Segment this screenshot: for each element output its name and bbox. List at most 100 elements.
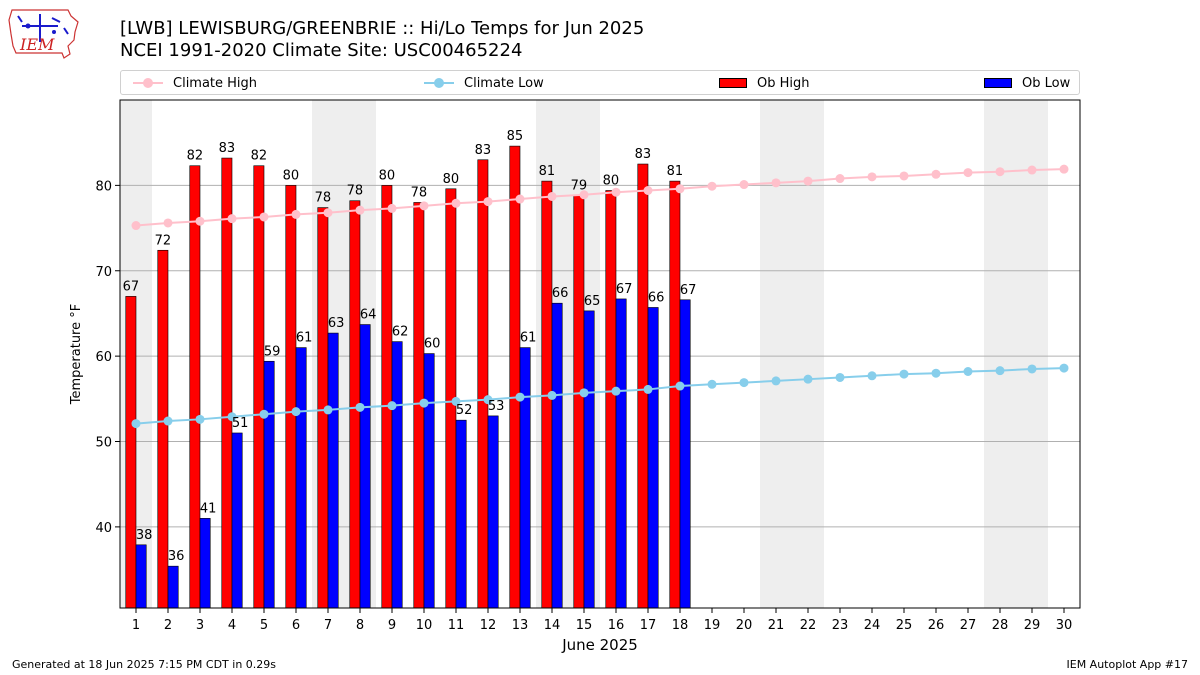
ob-high-bar: [669, 180, 681, 609]
climate-high-point: [867, 172, 877, 182]
legend-climate-high-label: Climate High: [173, 75, 258, 91]
climate-low-point: [643, 384, 653, 394]
x-tick-label: 11: [448, 618, 465, 633]
climate-low-point: [931, 368, 941, 378]
ob-high-bar: [509, 145, 521, 609]
y-tick-label: 60: [95, 350, 112, 365]
weekend-band: [984, 100, 1048, 608]
x-tick-label: 25: [896, 618, 913, 633]
y-tick-label: 80: [95, 179, 112, 194]
climate-high-point: [355, 205, 365, 215]
ob-low-bar: [455, 419, 467, 609]
climate-low-point: [867, 371, 877, 381]
x-tick-label: 22: [800, 618, 817, 633]
x-tick-label: 27: [960, 618, 977, 633]
climate-high-point: [1059, 164, 1069, 174]
x-tick-label: 18: [672, 618, 689, 633]
x-tick-label: 14: [544, 618, 561, 633]
ob-high-swatch: [719, 78, 747, 88]
climate-high-point: [963, 168, 973, 178]
climate-low-point: [131, 419, 141, 429]
ob-low-bar: [295, 347, 307, 609]
climate-low-point: [387, 401, 397, 411]
ob-low-bar: [327, 332, 339, 609]
ob-low-bar: [359, 324, 371, 609]
ob-high-label: 80: [443, 172, 460, 187]
y-tick-label: 40: [95, 521, 112, 536]
climate-high-point: [835, 174, 845, 184]
ob-low-bar: [615, 298, 627, 609]
ob-high-bar: [221, 157, 233, 609]
y-tick-label: 50: [95, 436, 112, 451]
ob-high-bar: [605, 190, 617, 609]
ob-low-bar: [647, 307, 659, 609]
x-axis-label: June 2025: [561, 636, 638, 654]
climate-high-point: [995, 167, 1005, 177]
weather-station-icon: [17, 14, 69, 42]
x-tick-label: 4: [228, 618, 236, 633]
ob-low-bar: [423, 353, 435, 609]
x-tick-label: 29: [1024, 618, 1041, 633]
ob-high-label: 78: [411, 185, 428, 200]
climate-high-point: [899, 171, 909, 181]
climate-high-point: [227, 214, 237, 224]
ob-high-label: 85: [507, 129, 524, 144]
ob-low-label: 41: [200, 501, 217, 516]
x-tick-label: 7: [324, 618, 332, 633]
x-tick-label: 26: [928, 618, 945, 633]
climate-low-point: [1059, 363, 1069, 373]
x-tick-label: 1: [132, 618, 140, 633]
legend-ob-low: Ob Low: [984, 75, 1070, 91]
x-tick-label: 9: [388, 618, 396, 633]
climate-low-point: [515, 392, 525, 402]
climate-high-point: [803, 176, 813, 186]
climate-low-point: [899, 369, 909, 379]
climate-high-point: [739, 180, 749, 190]
x-tick-label: 24: [864, 618, 881, 633]
climate-low-line: [135, 367, 1065, 425]
ob-low-label: 61: [520, 331, 537, 346]
climate-low-swatch: [424, 75, 454, 91]
ob-low-label: 64: [360, 308, 377, 323]
x-tick-label: 16: [608, 618, 625, 633]
ob-low-label: 61: [296, 331, 313, 346]
ob-low-label: 66: [648, 290, 665, 305]
ob-low-label: 66: [552, 286, 569, 301]
ob-low-bar: [199, 518, 211, 609]
ob-low-label: 60: [424, 337, 441, 352]
app-footer: IEM Autoplot App #17: [1066, 658, 1189, 671]
x-tick-label: 28: [992, 618, 1009, 633]
generated-footer: Generated at 18 Jun 2025 7:15 PM CDT in …: [12, 658, 277, 671]
legend-ob-high-label: Ob High: [757, 75, 810, 91]
ob-high-bar: [381, 185, 393, 609]
climate-high-point: [419, 201, 429, 211]
weekend-band: [760, 100, 824, 608]
x-tick-label: 6: [292, 618, 300, 633]
ob-high-label: 78: [347, 184, 364, 199]
ob-high-bar: [125, 296, 137, 609]
x-tick-label: 2: [164, 618, 172, 633]
climate-low-point: [483, 395, 493, 405]
ob-low-bar: [135, 544, 147, 609]
chart-subtitle: NCEI 1991-2020 Climate Site: USC00465224: [120, 40, 523, 61]
climate-low-point: [419, 398, 429, 408]
ob-high-bar: [573, 195, 585, 609]
ob-low-bar: [487, 415, 499, 609]
ob-high-label: 79: [571, 179, 588, 194]
climate-low-point: [259, 409, 269, 419]
ob-high-bar: [253, 165, 265, 609]
climate-high-point: [195, 216, 205, 226]
x-tick-label: 19: [704, 618, 721, 633]
iem-logo: IEM: [8, 9, 79, 59]
climate-low-point: [227, 412, 237, 422]
climate-high-point: [259, 212, 269, 222]
x-tick-label: 21: [768, 618, 785, 633]
climate-high-point: [643, 186, 653, 196]
ob-low-label: 62: [392, 325, 409, 340]
x-tick-label: 13: [512, 618, 529, 633]
legend-climate-low-label: Climate Low: [464, 75, 544, 91]
climate-low-point: [451, 396, 461, 406]
ob-high-label: 81: [667, 164, 684, 179]
ob-low-bar: [679, 299, 691, 609]
ob-low-label: 67: [680, 283, 697, 298]
